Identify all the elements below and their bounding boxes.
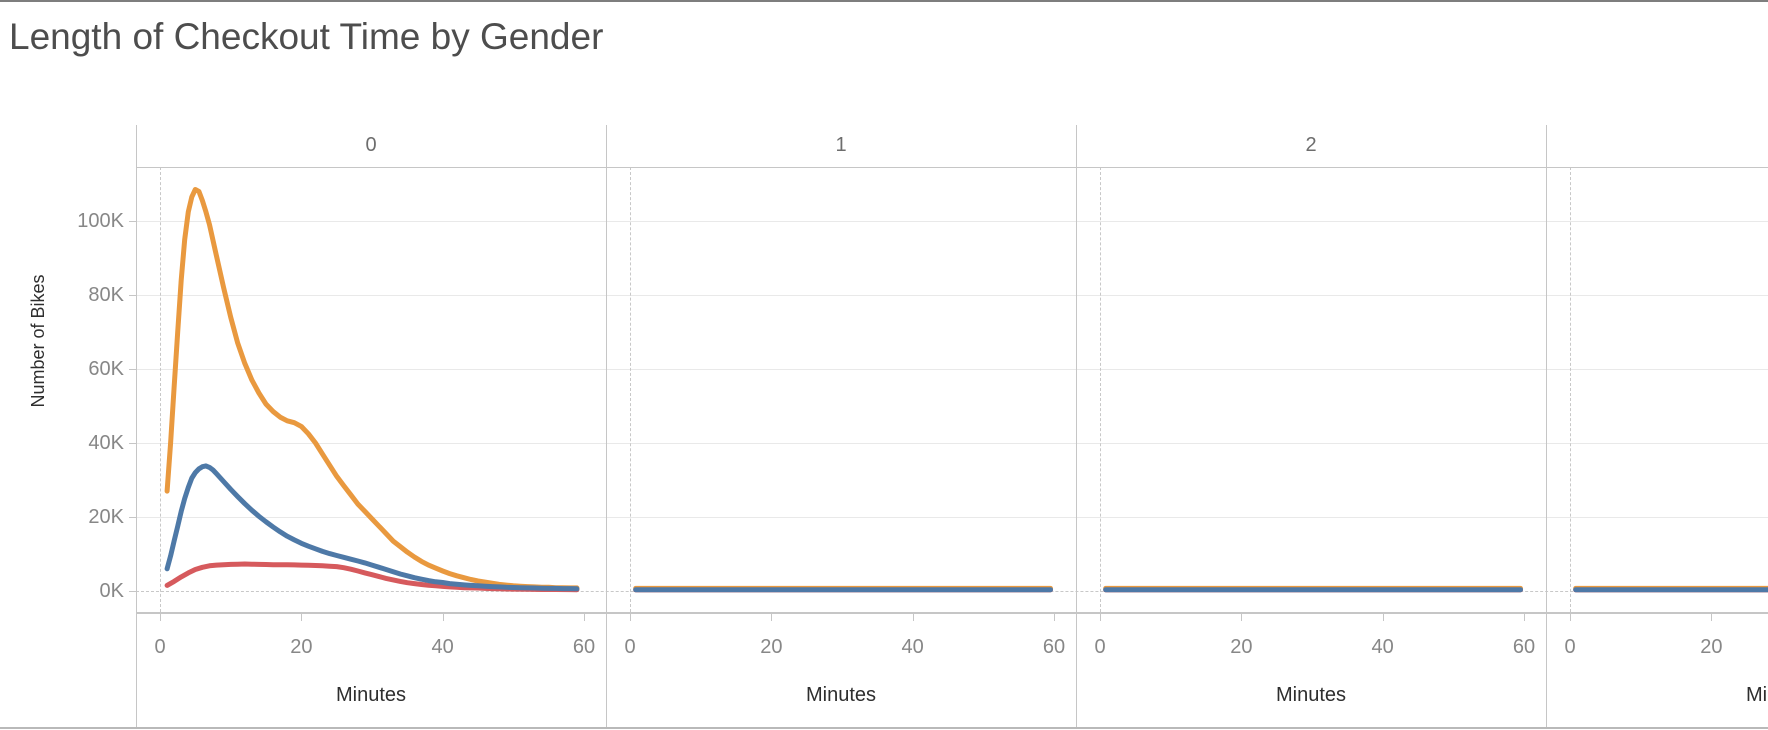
x-axis-tick (771, 614, 773, 621)
gridline-100k (136, 221, 1768, 222)
curve-orange (164, 187, 580, 591)
chart-title: Length of Checkout Time by Gender (9, 16, 604, 57)
gridline-20k (136, 517, 1768, 518)
x-tick-label: 60 (572, 636, 596, 658)
y-tick-label: 60K (88, 358, 124, 380)
y-axis-tick (129, 221, 136, 222)
gridline-60k (136, 369, 1768, 370)
facet-border (606, 125, 607, 728)
x-tick-label: 0 (624, 636, 636, 658)
x-axis-title: Minutes (1745, 684, 1768, 706)
x-axis-title: Minutes (805, 684, 877, 706)
x-tick-label: 40 (901, 636, 924, 658)
x-tick-label: 40 (431, 636, 454, 658)
x-tick-label: 20 (1700, 636, 1723, 658)
x-axis-title: Minutes (1275, 684, 1347, 706)
x-axis-tick (1100, 614, 1101, 621)
x-axis-tick (1241, 614, 1243, 621)
facet-plot (1573, 585, 1768, 593)
x-tick-label: 20 (290, 636, 313, 658)
x-axis-tick (912, 614, 914, 621)
y-tick-label: 100K (77, 210, 124, 232)
x-zero-reference-line (630, 167, 631, 612)
x-tick-label: 0 (154, 636, 166, 658)
window-top-edge (0, 0, 1768, 2)
x-axis-tick (1570, 614, 1571, 621)
x-axis-tick (1382, 614, 1384, 621)
x-tick-label: 40 (1371, 636, 1394, 658)
facet-border (1076, 125, 1077, 728)
x-tick-label: 20 (760, 636, 783, 658)
facet-border (1546, 125, 1547, 728)
facet-plot (164, 187, 580, 593)
y-axis-tick (129, 369, 136, 370)
x-axis-tick (630, 614, 631, 621)
facet-plot (1103, 585, 1523, 593)
y-axis-tick (129, 295, 136, 296)
x-axis-tick (1711, 614, 1713, 621)
x-tick-label: 0 (1564, 636, 1576, 658)
y-tick-label: 80K (88, 284, 124, 306)
x-axis-tick (160, 614, 161, 621)
facet-header-label: 0 (365, 134, 377, 156)
x-axis-title: Minutes (335, 684, 407, 706)
x-axis-tick (301, 614, 303, 621)
x-axis-tick (1524, 614, 1525, 621)
x-zero-reference-line (1100, 167, 1101, 612)
x-axis-line (136, 612, 1768, 614)
y-tick-label: 40K (88, 432, 124, 454)
window-bottom-edge (0, 727, 1768, 729)
y-axis-tick (129, 443, 136, 444)
x-zero-reference-line (160, 167, 161, 612)
x-axis-tick (584, 614, 585, 621)
y-tick-label: 0K (99, 580, 124, 602)
x-tick-label: 60 (1512, 636, 1536, 658)
facet-header-label: 1 (835, 134, 847, 156)
y-tick-label: 20K (88, 506, 124, 528)
facet-header-label: 2 (1305, 134, 1317, 156)
facet-plot (633, 585, 1053, 593)
y-axis-tick (129, 591, 136, 592)
x-zero-reference-line (1570, 167, 1571, 612)
x-tick-label: 60 (1042, 636, 1066, 658)
x-axis-tick (1054, 614, 1055, 621)
plot-top-border (136, 167, 1768, 168)
x-tick-label: 0 (1094, 636, 1106, 658)
curve-blue (164, 463, 580, 592)
gridline-40k (136, 443, 1768, 444)
gridline-80k (136, 295, 1768, 296)
facet-border (136, 125, 137, 728)
y-axis-tick (129, 517, 136, 518)
x-axis-tick (442, 614, 444, 621)
x-tick-label: 20 (1230, 636, 1253, 658)
